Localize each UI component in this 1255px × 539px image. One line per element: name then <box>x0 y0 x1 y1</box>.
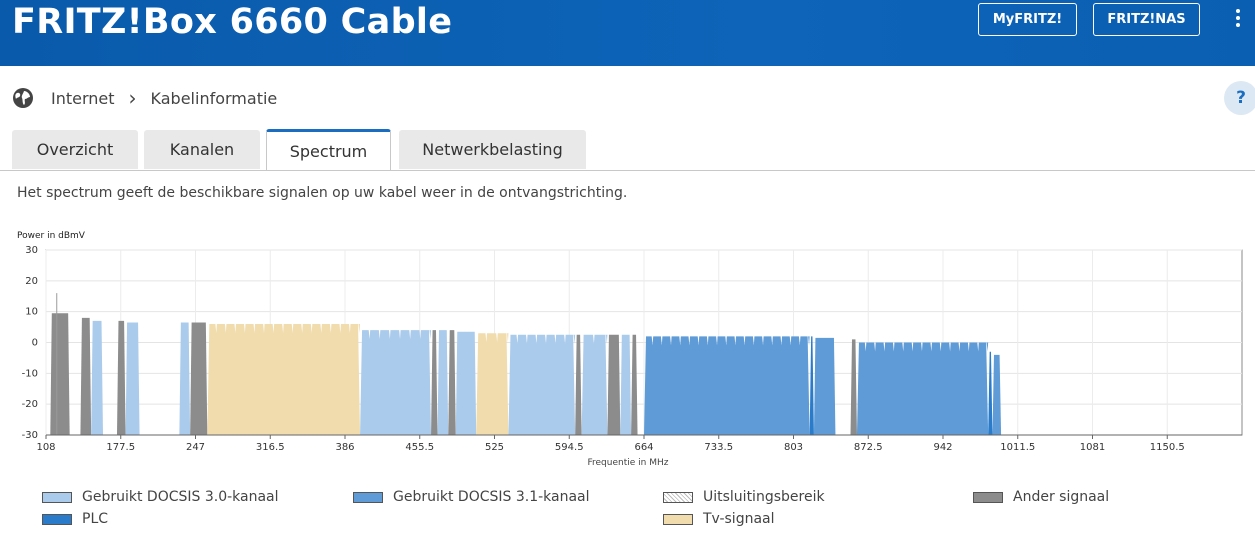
spectrum-band-other <box>607 334 621 435</box>
legend-docsis30-label: Gebruikt DOCSIS 3.0-kanaal <box>82 489 279 505</box>
x-tick-label: 455.5 <box>405 442 434 453</box>
spectrum-band-docsis30 <box>455 331 477 435</box>
spectrum-band-docsis30 <box>179 322 191 435</box>
tab-netwerkbelasting[interactable]: Netwerkbelasting <box>399 130 586 169</box>
tab-bar: Overzicht Kanalen Spectrum Netwerkbelast… <box>0 129 1255 171</box>
fritznas-button[interactable]: FRITZ!NAS <box>1093 3 1200 36</box>
top-header: FRITZ!Box 6660 Cable MyFRITZ! FRITZ!NAS <box>0 0 1255 66</box>
spectrum-band-other <box>431 330 438 435</box>
globe-icon <box>13 88 33 108</box>
x-tick-label: 247 <box>186 442 205 453</box>
tab-spectrum[interactable]: Spectrum <box>266 129 391 170</box>
x-tick-label: 386 <box>335 442 354 453</box>
spectrum-band-plc <box>988 351 993 435</box>
y-axis-title: Power in dBmV <box>17 231 86 241</box>
breadcrumb-current: Kabelinformatie <box>150 88 278 108</box>
legend-tv: Tv-signaal <box>663 511 775 527</box>
legend-tv-label: Tv-signaal <box>703 511 775 527</box>
help-icon[interactable]: ? <box>1224 81 1255 115</box>
y-tick-label: 0 <box>32 338 38 349</box>
tab-overzicht[interactable]: Overzicht <box>12 130 138 169</box>
spectrum-band-other <box>850 339 857 435</box>
spectrum-band-plc <box>809 336 814 435</box>
y-tick-label: -10 <box>22 368 38 379</box>
tab-kanalen[interactable]: Kanalen <box>144 130 260 169</box>
y-tick-label: -30 <box>22 430 38 441</box>
spectrum-chart-svg: Power in dBmV Frequentie in MHz 30 20 10 0 -… <box>17 231 1243 468</box>
x-tick-label: 108 <box>36 442 55 453</box>
y-tick-label: 30 <box>25 245 38 256</box>
x-tick-label: 803 <box>784 442 803 453</box>
x-tick-label: 525 <box>485 442 504 453</box>
spectrum-band-other <box>80 317 92 435</box>
legend-tv-swatch <box>663 513 693 525</box>
legend-plc-swatch <box>42 513 72 525</box>
x-tick-label: 1081 <box>1080 442 1105 453</box>
spectrum-band-other <box>116 320 126 435</box>
x-tick-label: 942 <box>933 442 952 453</box>
legend-plc-label: PLC <box>82 511 109 527</box>
x-tick-label: 733.5 <box>704 442 733 453</box>
more-menu-icon[interactable] <box>1232 9 1244 33</box>
spectrum-band-docsis30 <box>437 330 449 435</box>
spectrum-description: Het spectrum geeft de beschikbare signal… <box>17 185 628 201</box>
legend-exclusion: Uitsluitingsbereik <box>663 489 825 505</box>
x-tick-label: 872.5 <box>854 442 883 453</box>
spectrum-band-docsis30 <box>91 320 104 435</box>
legend-other-label: Ander signaal <box>1013 489 1110 505</box>
x-tick-label: 664 <box>634 442 653 453</box>
spectrum-band-docsis30 <box>581 334 608 435</box>
spectrum-band-other <box>50 313 70 435</box>
legend-plc: PLC <box>42 511 108 527</box>
spectrum-band-other <box>190 322 208 435</box>
spectrum-band-docsis30 <box>360 330 432 435</box>
spectrum-band-docsis31 <box>813 337 836 435</box>
spectrum-band-other <box>631 334 638 435</box>
spectrum-chart: Power in dBmV Frequentie in MHz 30 20 10 0 -… <box>0 222 1255 476</box>
legend-other-swatch <box>973 491 1003 503</box>
legend-docsis31-label: Gebruikt DOCSIS 3.1-kanaal <box>393 489 590 505</box>
breadcrumb-internet[interactable]: Internet <box>51 88 115 108</box>
x-tick-label: 1011.5 <box>1000 442 1035 453</box>
legend-docsis31-swatch <box>353 491 383 503</box>
spectrum-band-docsis30 <box>125 322 140 435</box>
spectrum-band-docsis31 <box>856 342 989 435</box>
x-tick-label: 1150.5 <box>1150 442 1185 453</box>
x-tick-label: 594.5 <box>555 442 584 453</box>
y-tick-label: 10 <box>25 307 38 318</box>
myfritz-button[interactable]: MyFRITZ! <box>978 3 1077 36</box>
x-axis-title: Frequentie in MHz <box>588 458 669 468</box>
breadcrumb-separator: › <box>128 86 137 110</box>
legend-other: Ander signaal <box>973 489 1109 505</box>
breadcrumb: Internet › Kabelinformatie <box>12 86 277 110</box>
y-tick-label: 20 <box>25 276 38 287</box>
legend-docsis31: Gebruikt DOCSIS 3.1-kanaal <box>353 489 590 505</box>
product-title: FRITZ!Box 6660 Cable <box>12 2 453 42</box>
spectrum-band-other <box>448 330 456 435</box>
legend-docsis30: Gebruikt DOCSIS 3.0-kanaal <box>42 489 279 505</box>
spectrum-band-docsis31 <box>644 336 810 435</box>
spectrum-band-docsis31 <box>992 354 1002 435</box>
spectrum-band-tv <box>476 333 509 435</box>
y-tick-label: -20 <box>22 399 38 410</box>
legend-exclusion-label: Uitsluitingsbereik <box>703 489 825 505</box>
legend-exclusion-swatch <box>663 491 693 503</box>
spectrum-band-other <box>575 334 582 435</box>
legend-docsis30-swatch <box>42 491 72 503</box>
x-tick-label: 316.5 <box>256 442 285 453</box>
spectrum-band-docsis30 <box>508 334 576 435</box>
spectrum-band-tv <box>207 324 361 435</box>
x-tick-label: 177.5 <box>106 442 135 453</box>
spectrum-band-docsis30 <box>620 334 632 435</box>
